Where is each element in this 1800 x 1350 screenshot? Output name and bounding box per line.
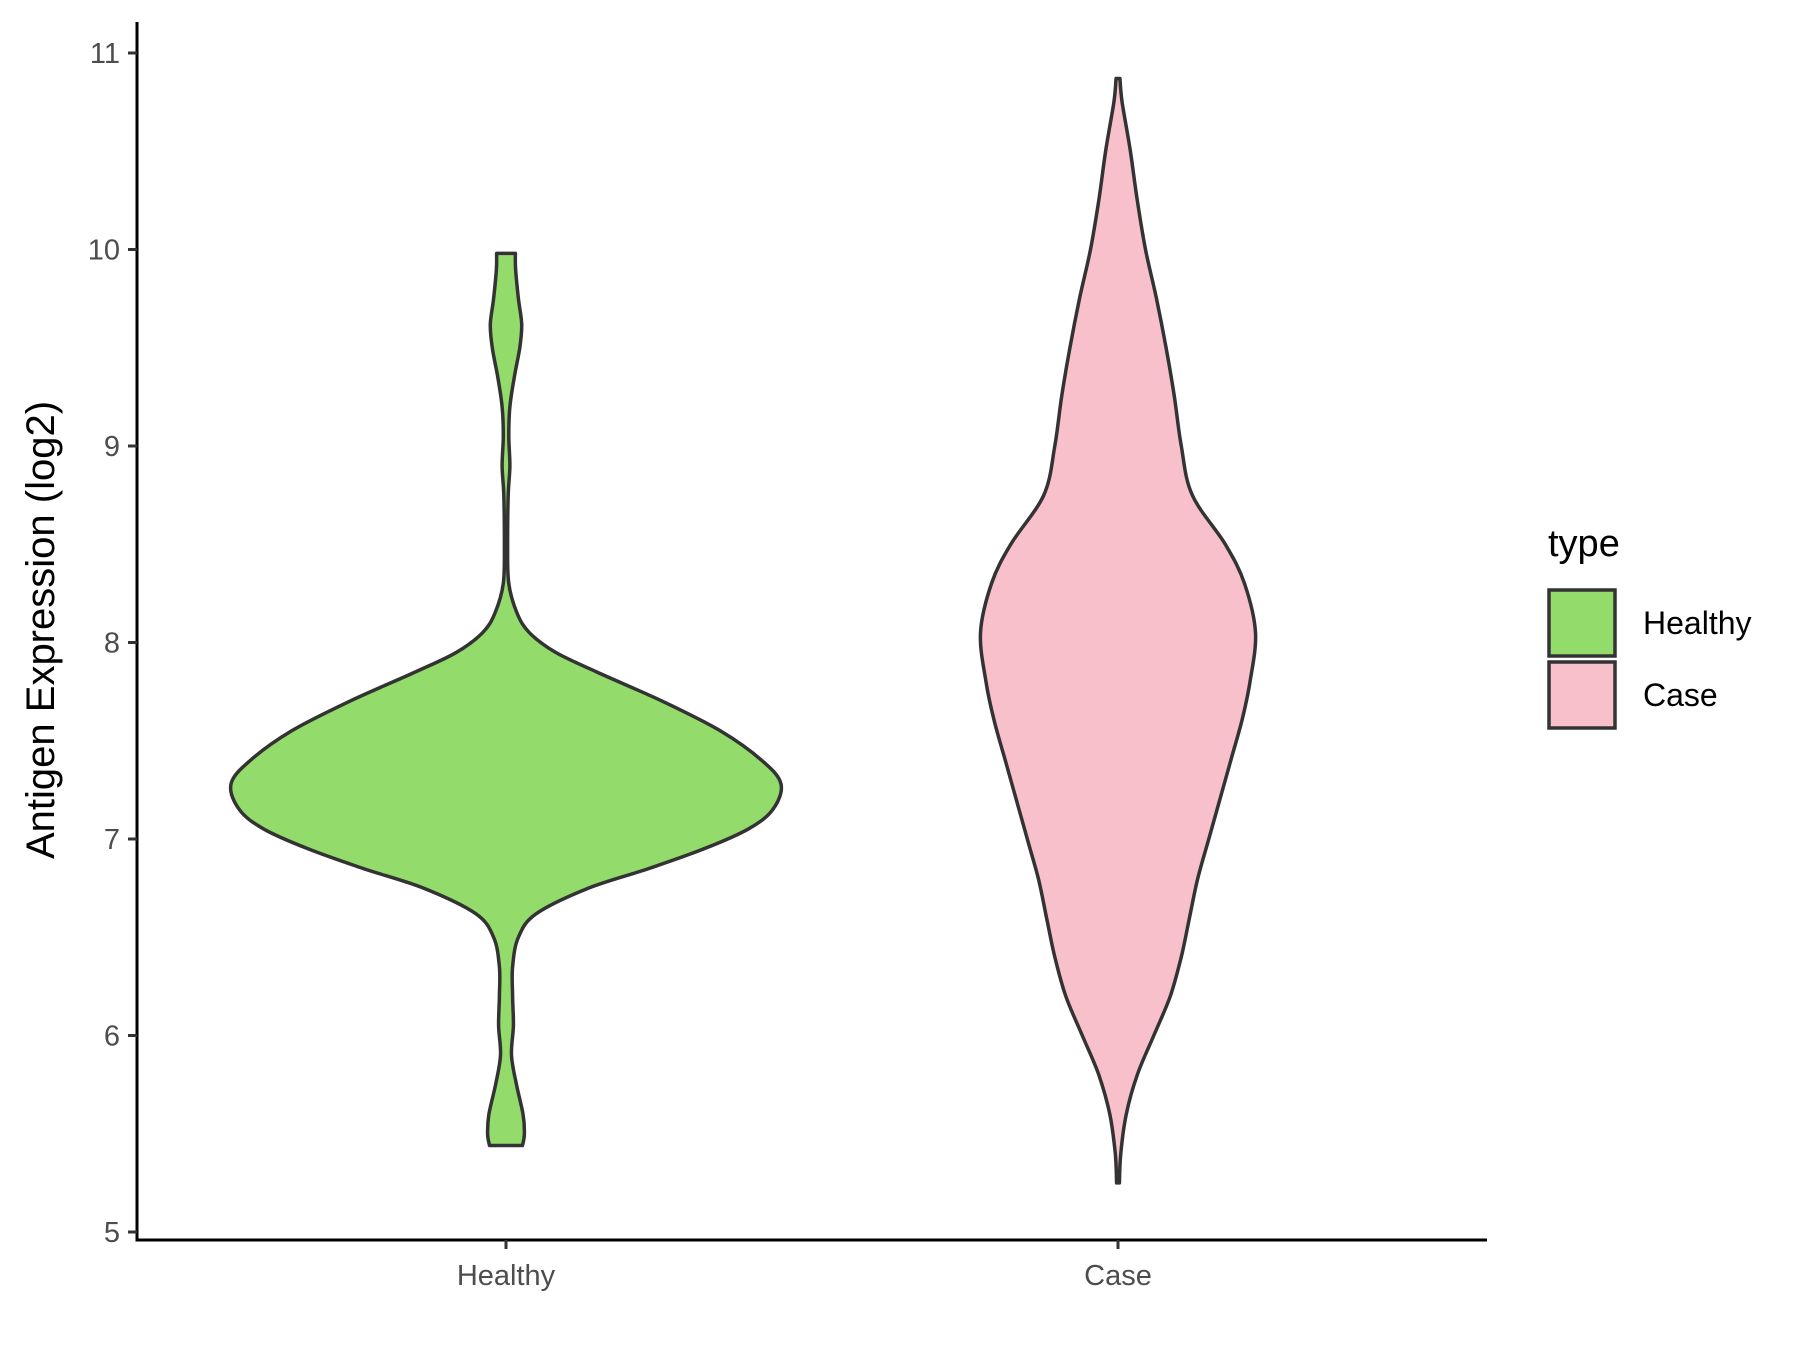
y-tick-label: 8	[104, 628, 120, 660]
y-tick-label: 11	[90, 38, 120, 70]
y-tick-label: 10	[88, 235, 120, 267]
violin-case	[978, 76, 1258, 1185]
axes-layer: 5 6 7 8 9 10 11 Healthy Case	[88, 22, 1487, 1292]
legend: type Healthy Case	[1547, 523, 1752, 730]
y-tick-label: 5	[104, 1217, 120, 1249]
legend-title: type	[1548, 523, 1620, 565]
y-tick-label: 7	[104, 824, 120, 856]
y-axis-title: Antigen Expression (log2)	[19, 401, 63, 859]
x-tick-label-case: Case	[1084, 1260, 1152, 1292]
violin-healthy	[228, 251, 784, 1148]
y-tick-label: 9	[104, 431, 120, 463]
violins-layer	[228, 76, 1258, 1185]
y-tick-label: 6	[104, 1021, 120, 1053]
legend-label-case: Case	[1643, 677, 1718, 713]
legend-label-healthy: Healthy	[1643, 605, 1752, 641]
x-tick-label-healthy: Healthy	[457, 1260, 556, 1292]
legend-key-healthy	[1547, 588, 1617, 658]
legend-key-case	[1547, 660, 1617, 730]
